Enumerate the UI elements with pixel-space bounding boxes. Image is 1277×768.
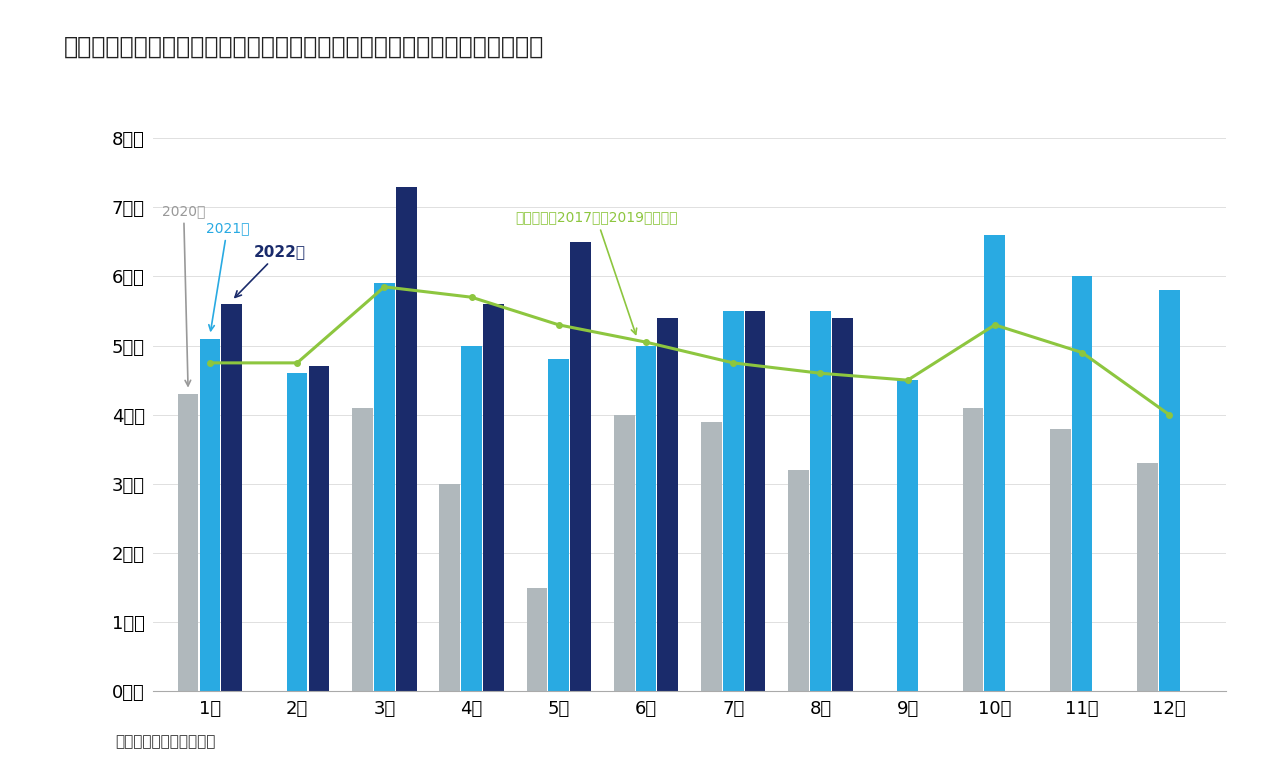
Bar (636, 346, 656, 691)
Bar (571, 242, 591, 691)
Bar (1137, 463, 1158, 691)
Bar (548, 359, 570, 691)
Bar (352, 408, 373, 691)
Bar (614, 415, 635, 691)
Bar (461, 346, 481, 691)
Bar (810, 311, 831, 691)
Text: 2020年: 2020年 (162, 204, 206, 386)
Text: 過去平均（2017年〜2019年平均）: 過去平均（2017年〜2019年平均） (515, 210, 678, 334)
Bar (1071, 276, 1092, 691)
Bar (439, 484, 460, 691)
Bar (221, 304, 243, 691)
Bar (744, 311, 765, 691)
Bar (985, 235, 1005, 691)
Bar (178, 394, 198, 691)
Bar (483, 304, 503, 691)
Bar (199, 339, 220, 691)
Bar (788, 470, 808, 691)
Bar (374, 283, 395, 691)
Bar (963, 408, 983, 691)
Text: （出所）三幸エステート: （出所）三幸エステート (115, 733, 216, 749)
Text: 図表２：月別にみたオフィス成約面積の推移（竣工済ビル、東京都心５区）: 図表２：月別にみたオフィス成約面積の推移（竣工済ビル、東京都心５区） (64, 35, 544, 58)
Bar (309, 366, 329, 691)
Bar (701, 422, 722, 691)
Bar (1050, 429, 1070, 691)
Bar (658, 318, 678, 691)
Bar (1158, 290, 1180, 691)
Text: 2022年: 2022年 (235, 244, 305, 297)
Bar (396, 187, 416, 691)
Bar (831, 318, 853, 691)
Bar (723, 311, 743, 691)
Bar (898, 380, 918, 691)
Bar (287, 373, 308, 691)
Bar (526, 588, 548, 691)
Text: 2021年: 2021年 (206, 221, 249, 331)
